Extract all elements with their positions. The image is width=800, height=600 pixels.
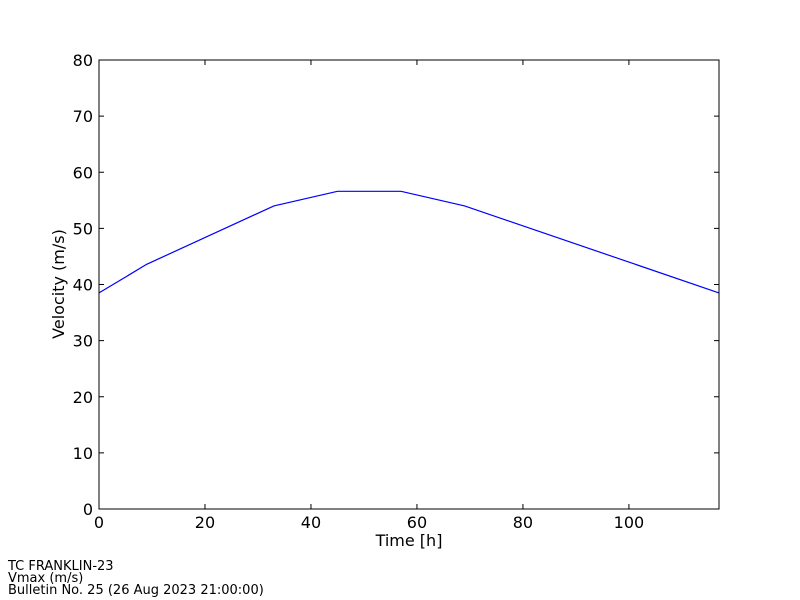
y-tick-label: 80: [73, 51, 93, 70]
y-tick-label: 0: [83, 500, 93, 519]
y-tick-label: 20: [73, 388, 93, 407]
x-tick-label: 0: [94, 513, 104, 532]
footer-line: TC FRANKLIN-23: [7, 559, 114, 574]
y-tick-label: 40: [73, 276, 93, 295]
x-tick-label: 20: [195, 513, 215, 532]
x-tick-label: 100: [614, 513, 645, 532]
y-tick-label: 10: [73, 444, 93, 463]
x-tick-label: 80: [513, 513, 533, 532]
data-line: [98, 190, 720, 294]
x-axis-label: Time [h]: [375, 531, 443, 550]
footer-line: Bulletin No. 25 (26 Aug 2023 21:00:00): [8, 583, 264, 598]
y-tick-label: 50: [73, 219, 93, 238]
y-axis-label: Velocity (m/s): [49, 229, 68, 339]
x-tick-label: 60: [407, 513, 427, 532]
y-tick-label: 60: [73, 163, 93, 182]
y-tick-label: 70: [73, 107, 93, 126]
footer-line: Vmax (m/s): [8, 571, 83, 586]
y-tick-label: 30: [73, 332, 93, 351]
x-tick-label: 40: [301, 513, 321, 532]
